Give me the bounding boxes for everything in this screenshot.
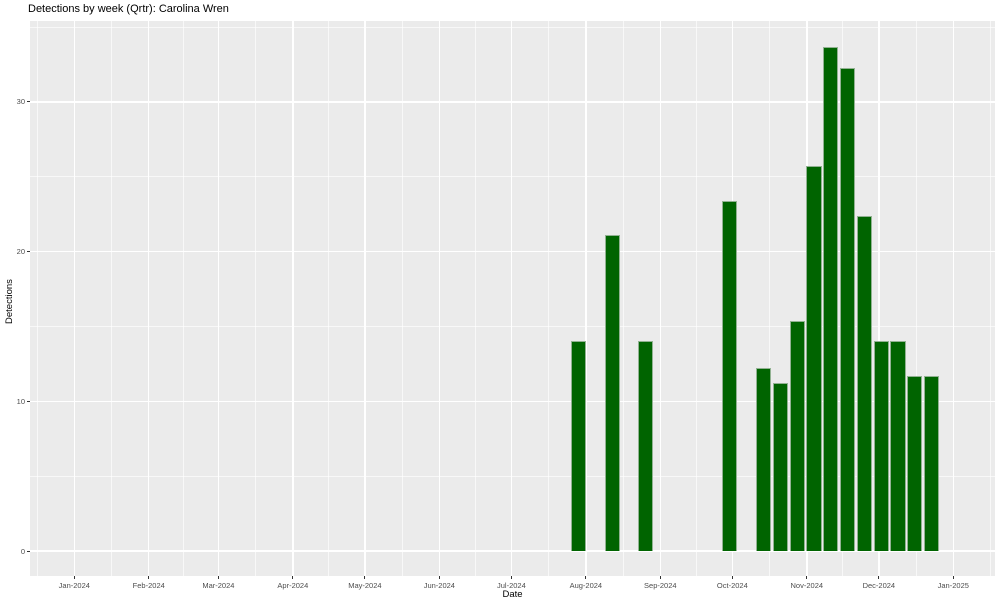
y-tick-mark (27, 251, 30, 253)
y-tick-label: 20 (16, 247, 25, 257)
x-major-gridline (217, 21, 220, 576)
x-tick-label: Jun-2024 (423, 581, 455, 590)
x-major-gridline (659, 21, 662, 576)
y-minor-gridline (30, 475, 995, 477)
y-tick-label: 30 (16, 97, 25, 107)
y-tick-mark (27, 101, 30, 103)
x-tick-label: Sep-2024 (644, 581, 677, 590)
y-tick-label: 0 (20, 546, 25, 556)
y-tick-mark (27, 400, 30, 402)
x-tick-mark (292, 576, 294, 579)
bar-week-2024-11-18 (840, 67, 856, 551)
x-minor-gridline (328, 21, 330, 576)
x-minor-gridline (990, 21, 991, 576)
bar-week-2024-12-23 (924, 375, 940, 551)
x-minor-gridline (111, 21, 113, 576)
x-minor-gridline (915, 21, 917, 576)
x-tick-mark (217, 576, 219, 579)
x-major-gridline (952, 21, 955, 576)
y-major-gridline (30, 550, 995, 552)
plot-panel (30, 21, 995, 576)
x-minor-gridline (183, 21, 185, 576)
y-axis-title: Detections (4, 278, 15, 324)
y-tick-mark (27, 550, 30, 552)
x-tick-label: Apr-2024 (277, 581, 309, 590)
y-minor-gridline (30, 325, 995, 327)
x-tick-mark (806, 576, 808, 579)
x-tick-label: Jul-2024 (497, 581, 526, 590)
x-tick-mark (73, 576, 75, 579)
x-tick-label: Aug-2024 (569, 581, 603, 590)
bar-week-2024-12-02 (873, 341, 889, 551)
x-tick-mark (148, 576, 150, 579)
x-major-gridline (73, 21, 76, 576)
x-tick-mark (731, 576, 733, 579)
bar-week-2024-11-25 (856, 215, 872, 551)
x-minor-gridline (401, 21, 403, 576)
x-tick-mark (510, 576, 512, 579)
x-tick-mark (878, 576, 880, 579)
bar-week-2024-09-30 (722, 200, 738, 551)
y-major-gridline (30, 250, 995, 253)
bar-week-2024-10-21 (772, 383, 788, 551)
bar-week-2024-10-28 (789, 320, 805, 551)
bar-week-2024-12-09 (890, 341, 906, 551)
bar-week-2024-08-26 (638, 341, 654, 551)
x-minor-gridline (36, 21, 38, 576)
x-tick-mark (952, 576, 954, 579)
x-tick-label: May-2024 (348, 581, 382, 590)
x-major-gridline (364, 21, 366, 576)
x-major-gridline (878, 21, 880, 576)
x-tick-label: Jan-2024 (58, 581, 90, 590)
x-minor-gridline (622, 21, 624, 576)
x-minor-gridline (548, 21, 550, 576)
x-tick-label: Jan-2025 (937, 581, 969, 590)
x-tick-mark (585, 576, 587, 579)
chart-title: Detections by week (Qrtr): Carolina Wren (28, 3, 229, 15)
y-tick-label: 10 (16, 396, 25, 406)
x-minor-gridline (695, 21, 697, 576)
y-major-gridline (30, 101, 995, 103)
x-minor-gridline (474, 21, 476, 576)
x-axis-title: Date (502, 589, 523, 600)
y-minor-gridline (30, 26, 995, 28)
bar-week-2024-11-04 (806, 166, 822, 551)
x-tick-label: Mar-2024 (202, 581, 235, 590)
x-tick-mark (438, 576, 440, 579)
bar-week-2024-12-16 (907, 375, 923, 551)
x-minor-gridline (769, 21, 771, 576)
x-minor-gridline (255, 21, 257, 576)
x-tick-label: Feb-2024 (132, 581, 165, 590)
bar-week-2024-11-11 (823, 46, 839, 551)
x-tick-label: Oct-2024 (716, 581, 748, 590)
x-tick-mark (659, 576, 661, 579)
x-major-gridline (292, 21, 294, 576)
bar-week-2024-08-12 (604, 235, 620, 551)
x-major-gridline (147, 21, 150, 576)
x-major-gridline (585, 21, 587, 576)
x-tick-mark (364, 576, 366, 579)
x-tick-label: Dec-2024 (862, 581, 896, 590)
y-minor-gridline (30, 176, 995, 178)
y-major-gridline (30, 400, 995, 403)
x-tick-label: Nov-2024 (790, 581, 824, 590)
x-major-gridline (510, 21, 513, 576)
bar-week-2024-10-14 (755, 368, 772, 551)
bar-week-2024-07-29 (571, 341, 587, 551)
x-major-gridline (438, 21, 441, 576)
